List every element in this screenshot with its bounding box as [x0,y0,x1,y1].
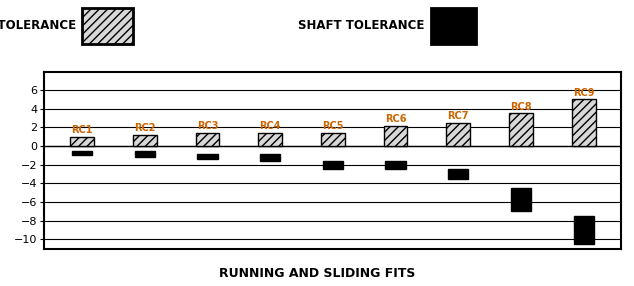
Text: RC3: RC3 [197,121,218,131]
Text: RC2: RC2 [134,123,155,133]
Bar [446,123,470,146]
Text: RC8: RC8 [510,102,532,112]
Bar [258,133,282,146]
Text: RC4: RC4 [259,121,281,131]
Text: RC1: RC1 [71,125,93,135]
Bar [70,137,94,146]
Bar [384,126,408,146]
Bar [195,133,219,146]
Bar [572,100,595,146]
Bar [133,135,157,146]
Bar [72,151,92,156]
Text: RC9: RC9 [573,88,595,98]
Text: RUNNING AND SLIDING FITS: RUNNING AND SLIDING FITS [219,267,415,280]
Bar [385,161,406,170]
Bar [509,114,533,146]
Bar [511,188,531,211]
FancyBboxPatch shape [431,8,476,44]
Bar [321,133,345,146]
Bar [260,154,280,161]
FancyBboxPatch shape [82,8,133,44]
Bar [448,170,469,179]
Bar [323,161,343,170]
Bar [134,151,155,157]
Bar [197,154,217,159]
Text: RC6: RC6 [385,114,406,124]
Text: HOLE TOLERANCE: HOLE TOLERANCE [0,19,76,32]
Text: SHAFT TOLERANCE: SHAFT TOLERANCE [299,19,425,32]
Bar [574,216,594,244]
Text: RC5: RC5 [322,121,344,131]
Text: RC7: RC7 [448,111,469,121]
